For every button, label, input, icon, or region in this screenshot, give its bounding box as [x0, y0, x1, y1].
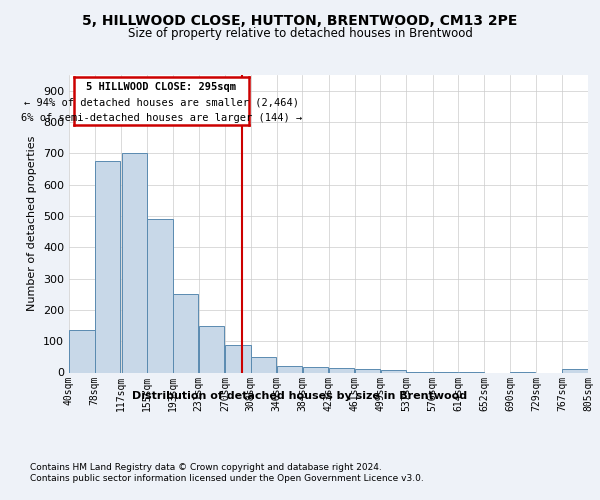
- Bar: [69, 330, 95, 372]
- Bar: [355, 370, 380, 372]
- Bar: [329, 368, 355, 372]
- Y-axis label: Number of detached properties: Number of detached properties: [28, 136, 37, 312]
- Bar: [122, 154, 147, 372]
- Text: Distribution of detached houses by size in Brentwood: Distribution of detached houses by size …: [133, 391, 467, 401]
- Bar: [95, 161, 120, 372]
- Bar: [199, 326, 224, 372]
- Bar: [277, 366, 302, 372]
- Bar: [562, 370, 588, 372]
- Bar: [251, 357, 277, 372]
- Text: ← 94% of detached houses are smaller (2,464): ← 94% of detached houses are smaller (2,…: [24, 98, 299, 108]
- Bar: [226, 345, 251, 372]
- Text: Contains HM Land Registry data © Crown copyright and database right 2024.: Contains HM Land Registry data © Crown c…: [30, 462, 382, 471]
- Text: Contains public sector information licensed under the Open Government Licence v3: Contains public sector information licen…: [30, 474, 424, 483]
- Text: 6% of semi-detached houses are larger (144) →: 6% of semi-detached houses are larger (1…: [20, 114, 302, 124]
- Bar: [173, 294, 199, 372]
- Text: Size of property relative to detached houses in Brentwood: Size of property relative to detached ho…: [128, 27, 472, 40]
- Text: 5 HILLWOOD CLOSE: 295sqm: 5 HILLWOOD CLOSE: 295sqm: [86, 82, 236, 92]
- Bar: [302, 367, 328, 372]
- Bar: [380, 370, 406, 372]
- Text: 5, HILLWOOD CLOSE, HUTTON, BRENTWOOD, CM13 2PE: 5, HILLWOOD CLOSE, HUTTON, BRENTWOOD, CM…: [82, 14, 518, 28]
- Bar: [147, 219, 173, 372]
